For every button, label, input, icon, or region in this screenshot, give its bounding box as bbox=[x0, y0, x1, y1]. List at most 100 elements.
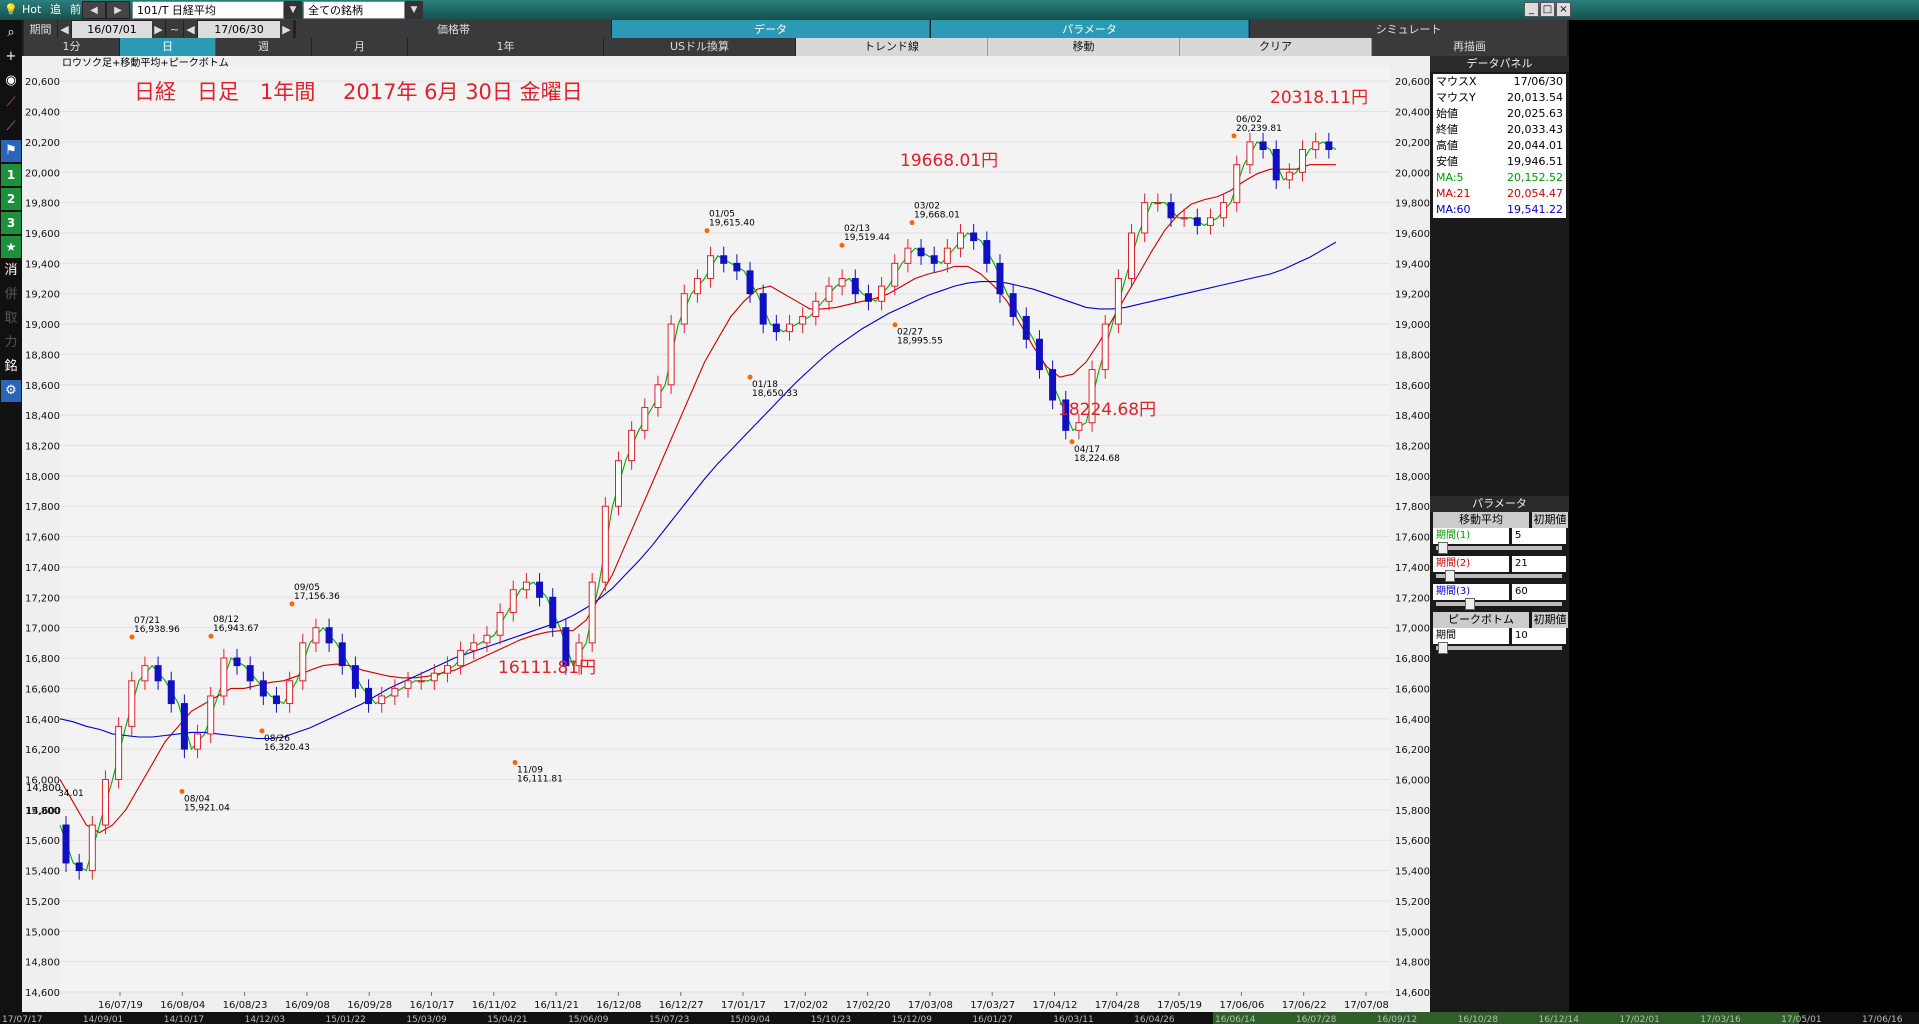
trendline-button[interactable]: トレンド線 bbox=[796, 38, 988, 56]
candle-body bbox=[1312, 141, 1320, 150]
tab-parameter[interactable]: パラメータ bbox=[931, 20, 1249, 40]
plus-icon[interactable]: + bbox=[5, 49, 17, 64]
data-panel-value: 20,025.63 bbox=[1507, 107, 1563, 120]
pb-slider[interactable] bbox=[1438, 642, 1448, 654]
tab-data[interactable]: データ bbox=[612, 20, 930, 40]
period1-slider[interactable] bbox=[1438, 542, 1448, 554]
y-tick-label-left: 17,000 bbox=[25, 624, 60, 635]
x-tick-label: 17/03/08 bbox=[908, 1000, 953, 1011]
symbol-dropdown-icon[interactable]: ▼ bbox=[284, 1, 302, 19]
y-tick-label-left: 17,600 bbox=[25, 533, 60, 544]
date-from-left-icon[interactable]: ◀ bbox=[58, 20, 72, 40]
x-tick-label: 16/09/28 bbox=[347, 1000, 392, 1011]
peak-bottom-value: 18,224.68 bbox=[1074, 454, 1120, 464]
period2-input[interactable]: 21 bbox=[1512, 556, 1566, 572]
candle-body bbox=[457, 649, 465, 667]
one-year-button[interactable]: 1年 bbox=[408, 38, 604, 56]
candle-body bbox=[772, 323, 780, 333]
data-panel-row: 高値 20,044.01 bbox=[1433, 138, 1566, 154]
period2-slider[interactable] bbox=[1445, 570, 1455, 582]
timeline-scrollbar[interactable]: 17/07/17 14/09/01 14/10/17 14/12/03 15/01/22… bbox=[0, 1012, 1919, 1024]
follow-button[interactable]: 追 bbox=[50, 3, 61, 16]
minimize-button[interactable]: _ bbox=[1524, 2, 1539, 17]
date-to-left-icon[interactable]: ◀ bbox=[184, 20, 198, 40]
price-band-button[interactable]: 価格帯 bbox=[296, 20, 612, 40]
peak-bottom-date: 09/05 bbox=[294, 583, 320, 593]
chart-line-icon[interactable]: ⟋ bbox=[6, 95, 16, 110]
timeline-tick-label: 16/06/14 bbox=[1215, 1015, 1256, 1024]
maximize-button[interactable]: □ bbox=[1540, 2, 1555, 17]
data-panel-value: 17/06/30 bbox=[1513, 75, 1563, 88]
period3-input[interactable]: 60 bbox=[1512, 584, 1566, 600]
bulb-icon[interactable]: 💡 bbox=[4, 3, 18, 16]
timeline-visible-range[interactable] bbox=[1213, 1012, 1799, 1024]
x-tick-label: 16/07/19 bbox=[98, 1000, 143, 1011]
interval-1min-button[interactable]: 1分 bbox=[24, 38, 120, 56]
data-panel-value: 19,541.22 bbox=[1507, 203, 1563, 216]
preset-1-button[interactable]: 1 bbox=[1, 164, 21, 186]
clear-button[interactable]: クリア bbox=[1180, 38, 1372, 56]
candle-body bbox=[904, 247, 912, 264]
y-tick-label-right: 19,200 bbox=[1395, 290, 1430, 301]
period3-slider-track[interactable] bbox=[1436, 598, 1562, 610]
interval-month-button[interactable]: 月 bbox=[312, 38, 408, 56]
date-from-right-icon[interactable]: ▶ bbox=[152, 20, 166, 40]
candle-body bbox=[970, 232, 978, 242]
tool-3-button[interactable]: 力 bbox=[4, 335, 18, 350]
redraw-button[interactable]: 再描画 bbox=[1372, 38, 1568, 56]
nav-right-button[interactable]: ▶ bbox=[106, 1, 130, 19]
nav-left-button[interactable]: ◀ bbox=[82, 1, 106, 19]
pb-period-input[interactable]: 10 bbox=[1512, 628, 1566, 644]
period1-slider-track[interactable] bbox=[1436, 542, 1562, 554]
tab-simulate[interactable]: シミュレート bbox=[1250, 20, 1568, 40]
candle-body bbox=[509, 589, 517, 613]
move-button[interactable]: 移動 bbox=[988, 38, 1180, 56]
peak-bottom-marker bbox=[747, 374, 753, 380]
pb-slider-track[interactable] bbox=[1436, 642, 1562, 654]
y-tick-label-left: 18,800 bbox=[25, 350, 60, 361]
symbol-combo[interactable]: 101/T 日経平均 bbox=[132, 1, 284, 19]
chart-indicator-icon[interactable]: ⟋ bbox=[6, 119, 16, 134]
y-tick-label-left: 16,000 bbox=[25, 775, 60, 786]
gear-icon[interactable]: ⚙ bbox=[1, 380, 21, 402]
candle-body bbox=[1193, 217, 1201, 226]
hot-button[interactable]: Hot bbox=[22, 3, 42, 16]
filter-dropdown-icon[interactable]: ▼ bbox=[405, 1, 423, 19]
prev-button[interactable]: 前 bbox=[70, 3, 81, 16]
candle-body bbox=[312, 627, 320, 644]
interval-day-button[interactable]: 日 bbox=[120, 38, 216, 56]
ma-reset-button[interactable]: 初期値 bbox=[1532, 512, 1568, 528]
stock-button[interactable]: 銘 bbox=[4, 359, 18, 374]
tool-1-button[interactable]: 併 bbox=[4, 287, 18, 302]
preset-2-button[interactable]: 2 bbox=[1, 188, 21, 210]
interval-week-button[interactable]: 週 bbox=[216, 38, 312, 56]
clear-tool-button[interactable]: 消 bbox=[4, 263, 18, 278]
candle-body bbox=[220, 657, 228, 697]
close-button[interactable]: × bbox=[1556, 2, 1571, 17]
data-panel-label: 安値 bbox=[1436, 155, 1458, 168]
candle-body bbox=[496, 611, 504, 636]
search-icon[interactable]: ⌕ bbox=[7, 25, 15, 40]
date-from-field[interactable]: 16/07/01 bbox=[72, 21, 152, 39]
camera-icon[interactable]: ◉ bbox=[5, 73, 17, 88]
usd-convert-button[interactable]: USドル換算 bbox=[604, 38, 796, 56]
peak-bottom-marker bbox=[909, 220, 915, 226]
filter-combo[interactable]: 全ての銘柄 bbox=[303, 1, 405, 19]
period3-slider[interactable] bbox=[1465, 598, 1475, 610]
title-bar: 💡 Hot 追 前 ◀ ▶ 101/T 日経平均 ▼ 全ての銘柄 ▼ _ □ × bbox=[0, 0, 1919, 20]
preset-3-button[interactable]: 3 bbox=[1, 212, 21, 234]
star-icon[interactable]: ★ bbox=[1, 236, 21, 258]
period1-input[interactable]: 5 bbox=[1512, 528, 1566, 544]
period2-slider-track[interactable] bbox=[1436, 570, 1562, 582]
peak-bottom-reset-button[interactable]: 初期値 bbox=[1532, 612, 1568, 628]
candle-body bbox=[825, 285, 833, 302]
candle-body bbox=[233, 657, 241, 667]
flag-icon[interactable]: ⚑ bbox=[1, 140, 21, 162]
date-to-right-icon[interactable]: ▶ bbox=[280, 20, 294, 40]
x-tick-label: 17/02/20 bbox=[846, 1000, 891, 1011]
data-panel-label: MA:5 bbox=[1436, 171, 1464, 184]
date-to-field[interactable]: 17/06/30 bbox=[198, 21, 280, 39]
y-tick-label-right: 19,800 bbox=[1395, 199, 1430, 210]
tool-2-button[interactable]: 取 bbox=[4, 311, 18, 326]
